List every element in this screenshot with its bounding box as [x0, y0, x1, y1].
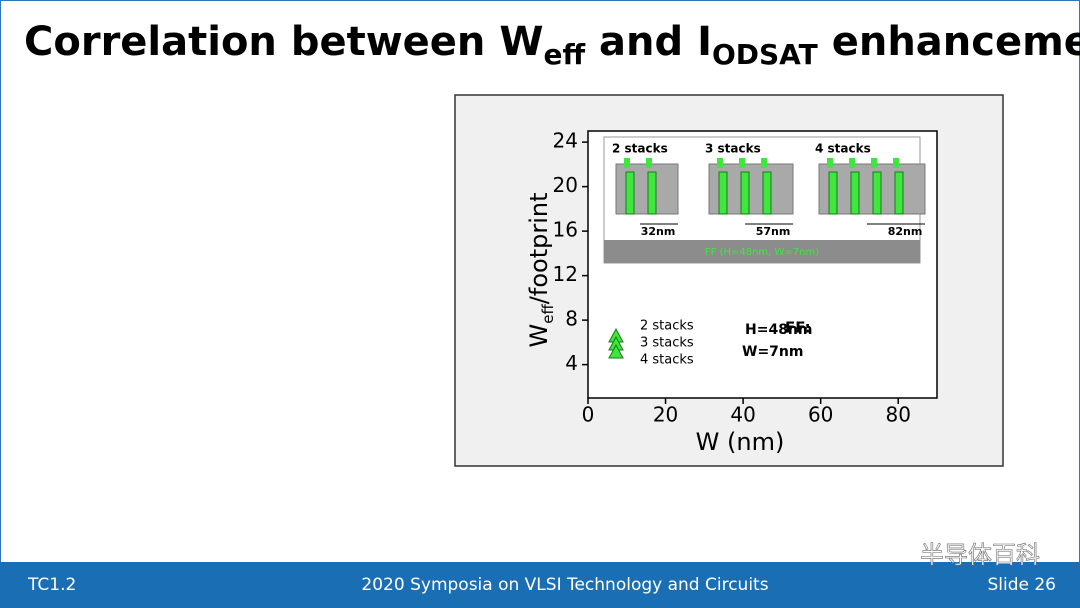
title-part: and I	[585, 19, 712, 65]
inset-dim-label: 32nm	[641, 225, 676, 238]
ylabel-sub: eff	[539, 304, 557, 324]
inset-fin	[762, 171, 772, 215]
inset-fin-top	[739, 158, 745, 168]
slide-title: Correlation between Weff and IODSAT enha…	[24, 19, 1080, 71]
y-tick-label: 8	[565, 307, 578, 331]
x-axis-label: W (nm)	[696, 428, 785, 456]
footer-left: TC1.2	[27, 575, 76, 595]
y-tick-label: 16	[553, 218, 578, 242]
inset-block	[615, 163, 679, 215]
inset-fin-top	[624, 158, 630, 168]
footer-right: Slide 26	[987, 575, 1056, 595]
inset-label: 4 stacks	[815, 142, 871, 156]
annotation-head: FF:	[785, 319, 811, 337]
inset-fin	[872, 171, 882, 215]
x-tick-label: 20	[653, 403, 678, 427]
inset-fin	[850, 171, 860, 215]
inset-fin-top	[761, 158, 767, 168]
legend-marker	[608, 343, 624, 359]
annotation-line: W=7nm	[742, 344, 803, 360]
inset-base-label: FF (H=48nm, W=7nm)	[705, 247, 819, 258]
x-tick-label: 60	[808, 403, 833, 427]
inset-fin-top	[893, 158, 899, 168]
inset-substrate	[604, 240, 920, 263]
legend-label: 4 stacks	[640, 353, 694, 368]
x-tick-label: 40	[730, 403, 755, 427]
inset-dim-label: 57nm	[756, 225, 791, 238]
inset-label: 3 stacks	[705, 142, 761, 156]
y-tick-label: 12	[553, 262, 578, 286]
inset-fin	[625, 171, 635, 215]
ylabel-part: W	[525, 324, 553, 348]
title-sub: ODSAT	[712, 38, 818, 71]
x-tick-label: 0	[582, 403, 595, 427]
inset-fin-top	[849, 158, 855, 168]
title-part: Correlation between W	[24, 19, 543, 65]
inset: 2 stacks 32nm 3 stacks 57nm 4 stacks 82nm FF (…	[603, 136, 926, 264]
title-part: enhancement	[818, 19, 1080, 65]
annotation-line: H=48nm	[745, 322, 812, 338]
inset-fin	[740, 171, 750, 215]
legend-label: 2 stacks	[640, 319, 694, 334]
x-tick-label: 80	[885, 403, 910, 427]
inset-label: 2 stacks	[612, 142, 668, 156]
inset-fin-top	[827, 158, 833, 168]
footer-center: 2020 Symposia on VLSI Technology and Cir…	[361, 575, 768, 595]
title-sub: eff	[543, 38, 585, 71]
inset-fin	[718, 171, 728, 215]
y-tick-label: 24	[553, 129, 578, 153]
inset-fin	[894, 171, 904, 215]
ylabel-part: /footprint	[525, 192, 553, 304]
footer-bar	[0, 562, 1080, 608]
inset-fin	[647, 171, 657, 215]
y-tick-label: 20	[553, 173, 578, 197]
inset-dim-label: 82nm	[888, 225, 923, 238]
inset-fin-top	[646, 158, 652, 168]
y-axis-label: Weff/footprint	[525, 192, 557, 347]
legend-label: 3 stacks	[640, 336, 694, 351]
inset-fin-top	[717, 158, 723, 168]
inset-fin	[828, 171, 838, 215]
watermark: 半导体百科	[920, 541, 1040, 569]
y-tick-label: 4	[565, 351, 578, 375]
inset-fin-top	[871, 158, 877, 168]
